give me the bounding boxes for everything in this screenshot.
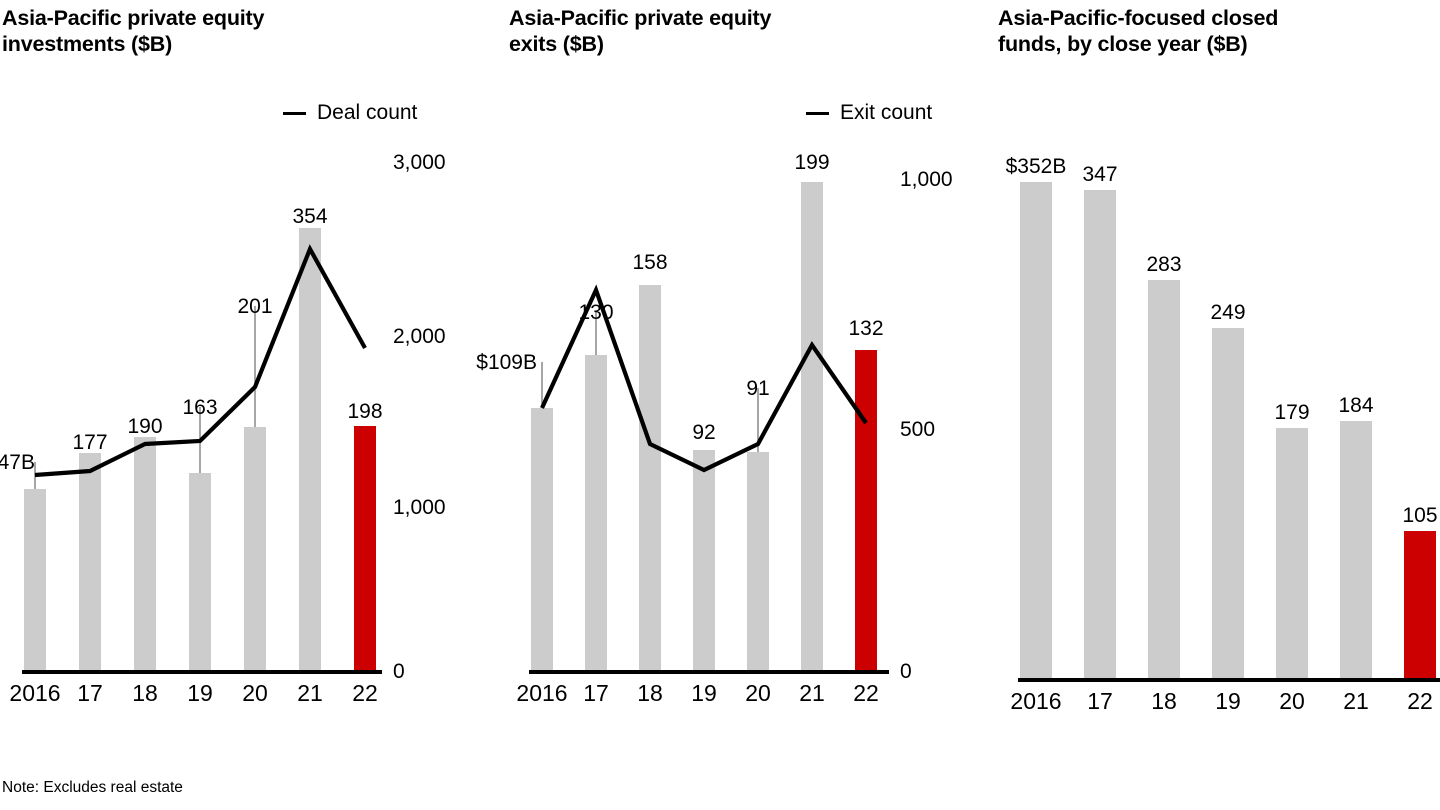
x-axis-tick-label: 17 <box>583 680 609 706</box>
bar-value-label: 132 <box>848 317 884 340</box>
bar-value-label: 177 <box>72 431 108 454</box>
chart-title: Asia-Pacific private equity investments … <box>2 6 265 56</box>
bar-22 <box>1404 531 1436 680</box>
x-axis-tick-label: 17 <box>1087 688 1113 714</box>
bar-17 <box>79 453 101 672</box>
x-axis-tick-label: 19 <box>1215 688 1241 714</box>
chart-panel-closed-funds: Asia-Pacific-focused closed funds, by cl… <box>960 0 1440 810</box>
bar-value-label: 347 <box>1082 163 1118 186</box>
x-axis-tick-label: 20 <box>1279 688 1305 714</box>
bar-2016 <box>1020 182 1052 680</box>
x-axis-tick-label: 17 <box>77 680 103 706</box>
bar-value-label: 163 <box>182 396 218 419</box>
bar-value-label: 199 <box>794 151 830 174</box>
bar-21 <box>299 228 321 672</box>
bar-18 <box>639 285 661 672</box>
bar-value-label: 198 <box>347 400 383 423</box>
bar-value-label: $109B <box>476 351 537 374</box>
legend-line-icon <box>806 111 829 115</box>
bar-22 <box>855 350 877 672</box>
bar-20 <box>1276 428 1308 680</box>
bar-2016 <box>531 408 553 672</box>
bar-value-label: $147B <box>0 451 35 474</box>
y-axis-tick-label: 0 <box>900 660 912 683</box>
chart-panel-investments: Asia-Pacific private equity investments … <box>0 0 480 810</box>
legend-label: Exit count <box>840 101 933 124</box>
x-axis-tick-label: 22 <box>352 680 378 706</box>
count-line-series <box>34 244 367 478</box>
bar-22 <box>354 426 376 672</box>
x-axis-tick-label: 20 <box>745 680 771 706</box>
plot-area: $147B 177 190 163 201 354 198 0 1,000 2,000 3,000 2… <box>0 0 480 810</box>
bar-value-label: 179 <box>1274 401 1310 424</box>
bar-18 <box>134 437 156 672</box>
bar-19 <box>189 473 211 672</box>
chart-svg <box>22 228 382 674</box>
legend-exit-count: Exit count <box>806 101 932 125</box>
bar-20 <box>747 452 769 672</box>
x-axis-tick-label: 18 <box>637 680 663 706</box>
y-axis-tick-label: 1,000 <box>393 496 446 519</box>
x-axis-tick-label: 18 <box>132 680 158 706</box>
legend-deal-count: Deal count <box>283 101 417 125</box>
x-axis-tick-label: 22 <box>1407 688 1433 714</box>
bar-19 <box>693 450 715 672</box>
bar-value-label: 190 <box>127 415 163 438</box>
bar-21 <box>1340 421 1372 680</box>
y-axis-tick-label: 1,000 <box>900 168 953 191</box>
bar-19 <box>1212 328 1244 680</box>
chart-svg <box>529 182 889 674</box>
y-axis-tick-label: 3,000 <box>393 151 446 174</box>
x-axis-tick-label: 22 <box>853 680 879 706</box>
plot-area: $109B 130 158 92 91 199 132 0 500 1,000 2016 17 18 19… <box>476 0 970 810</box>
bar-value-label: 184 <box>1338 394 1374 417</box>
x-axis-tick-label: 21 <box>297 680 323 706</box>
figure-footnote: Note: Excludes real estate Sources: AVCJ… <box>2 755 183 810</box>
bar-value-label: 91 <box>746 377 770 400</box>
x-axis-tick-label: 20 <box>242 680 268 706</box>
chart-title: Asia-Pacific private equity exits ($B) <box>509 6 772 56</box>
bar-value-label: 105 <box>1402 504 1438 527</box>
x-axis-tick-label: 19 <box>691 680 717 706</box>
x-axis-tick-label: 2016 <box>516 680 568 706</box>
x-axis-tick-label: 19 <box>187 680 213 706</box>
bar-value-label: 354 <box>292 205 328 228</box>
y-axis-tick-label: 0 <box>393 660 405 683</box>
bar-value-label: 130 <box>578 301 614 324</box>
y-axis-tick-label: 500 <box>900 418 936 441</box>
legend-label: Deal count <box>317 101 418 124</box>
bar-value-label: 283 <box>1146 253 1182 276</box>
x-axis-tick-label: 21 <box>799 680 825 706</box>
bar-value-label: 92 <box>692 421 716 444</box>
legend-line-icon <box>283 111 306 115</box>
bar-18 <box>1148 280 1180 680</box>
bar-17 <box>1084 190 1116 680</box>
count-line-series <box>540 284 868 473</box>
bar-value-label: 249 <box>1210 301 1246 324</box>
bar-value-label: 158 <box>632 251 668 274</box>
bar-20 <box>244 427 266 672</box>
x-axis-tick-label: 2016 <box>9 680 61 706</box>
bar-21 <box>801 182 823 672</box>
chart-svg <box>1018 182 1440 682</box>
plot-area: $352B 347 283 249 179 184 105 2016 17 18 19 20 21 22 <box>960 0 1440 810</box>
bar-value-label: 201 <box>237 295 273 318</box>
chart-title: Asia-Pacific-focused closed funds, by cl… <box>998 6 1279 56</box>
bar-2016 <box>24 489 46 672</box>
footnote-note: Note: Excludes real estate <box>2 779 183 796</box>
x-axis-tick-label: 18 <box>1151 688 1177 714</box>
y-axis-tick-label: 2,000 <box>393 325 446 348</box>
chart-panel-exits: Asia-Pacific private equity exits ($B) E… <box>476 0 970 810</box>
x-axis-tick-label: 2016 <box>1010 688 1062 714</box>
bar-17 <box>585 355 607 672</box>
bar-value-label: $352B <box>1005 155 1067 178</box>
x-axis-tick-label: 21 <box>1343 688 1369 714</box>
